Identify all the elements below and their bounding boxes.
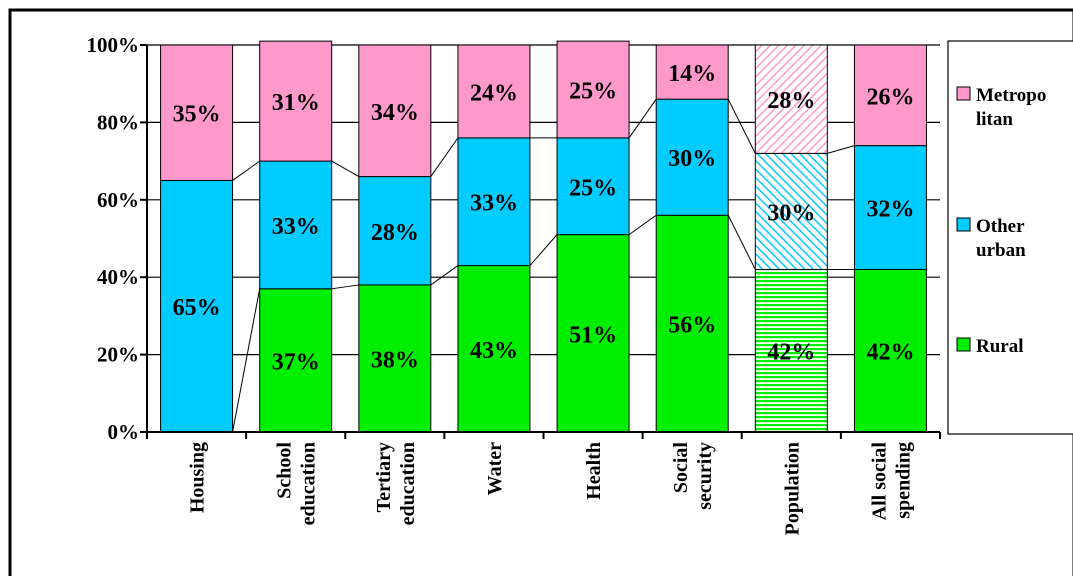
y-tick-label: 0% (108, 420, 140, 444)
connector-line (628, 214, 657, 236)
legend-swatch (956, 217, 971, 232)
connector-line (430, 265, 459, 286)
bar-segment-other-urban-6 (754, 152, 828, 270)
x-tick-label: Tertiary (373, 442, 395, 512)
data-label: 28% (371, 220, 419, 246)
data-label: 37% (272, 349, 320, 375)
data-label: 31% (272, 90, 320, 116)
bar-segment-metropo-litan-1 (259, 40, 333, 162)
data-label: 35% (173, 102, 221, 128)
bar-segment-rural-2 (358, 284, 432, 433)
x-tick-label: School (274, 442, 296, 499)
data-label: 65% (173, 295, 221, 321)
legend-label: Other (976, 216, 1025, 237)
legend-label: Metropo (976, 85, 1046, 106)
bar-segment-metropo-litan-5 (655, 44, 729, 100)
bar-segment-other-urban-3 (457, 137, 531, 267)
data-label: 33% (272, 214, 320, 240)
data-label: 51% (569, 322, 617, 348)
y-tick-label: 40% (97, 265, 139, 289)
connector-line (232, 160, 260, 181)
legend-label: urban (976, 240, 1026, 261)
bar-segment-other-urban-4 (556, 137, 630, 236)
bar-segment-rural-1 (259, 288, 333, 433)
x-tick-label: education (298, 442, 320, 525)
data-label: 30% (767, 200, 815, 226)
x-tick-label: security (694, 442, 716, 510)
data-label: 25% (569, 79, 617, 105)
connector-line (430, 137, 459, 177)
data-label: 56% (668, 313, 716, 339)
data-label: 30% (668, 146, 716, 172)
connector-line (331, 284, 359, 290)
y-tick-label: 20% (97, 343, 139, 367)
x-tick-label: spending (892, 442, 914, 519)
x-tick-label: Water (484, 442, 506, 495)
bar-segment-metropo-litan-3 (457, 44, 531, 139)
bar-segment-metropo-litan-6 (754, 44, 828, 154)
bar-segment-other-urban-7 (853, 145, 927, 270)
bar-segment-other-urban-1 (259, 160, 333, 290)
data-label: 25% (569, 175, 617, 201)
x-tick-label: Health (583, 442, 605, 500)
x-tick-label: Housing (187, 442, 209, 513)
x-tick-label: All social (868, 442, 890, 521)
legend-box (947, 40, 1073, 435)
bar-segment-rural-7 (853, 268, 927, 433)
connector-line (331, 160, 360, 178)
bar-segment-metropo-litan-7 (853, 44, 927, 147)
y-tick-label: 80% (97, 110, 139, 134)
data-label: 28% (767, 88, 815, 114)
bar-segment-other-urban-2 (358, 176, 432, 286)
data-label: 43% (470, 338, 518, 364)
bar-segment-rural-5 (655, 214, 729, 433)
data-label: 24% (470, 80, 518, 106)
y-tick-label: 100% (87, 33, 140, 57)
x-tick-label: Social (670, 442, 692, 494)
data-label: 42% (866, 340, 914, 366)
x-tick-label: Population (781, 442, 803, 535)
x-tick-label: education (397, 442, 419, 525)
bar-segment-rural-6 (754, 268, 828, 433)
bar-segment-metropo-litan-4 (556, 40, 630, 139)
data-label: 14% (668, 61, 716, 87)
legend-label: litan (976, 109, 1013, 130)
bar-segment-metropo-litan-0 (160, 44, 234, 181)
bar-segment-metropo-litan-2 (358, 44, 432, 178)
connector-line (232, 288, 261, 433)
legend-swatch (956, 337, 971, 352)
legend-swatch (956, 86, 971, 101)
bar-segment-other-urban-5 (655, 98, 729, 216)
connector-line (827, 145, 855, 154)
connector-line (727, 215, 756, 270)
data-label: 32% (866, 197, 914, 223)
data-label: 33% (470, 191, 518, 217)
data-label: 42% (767, 340, 815, 366)
legend-label: Rural (976, 336, 1024, 357)
data-label: 38% (371, 347, 419, 373)
data-label: 34% (371, 100, 419, 126)
data-label: 26% (866, 84, 914, 110)
connector-line (628, 98, 657, 139)
connector-line (727, 98, 756, 154)
y-tick-label: 60% (97, 188, 139, 212)
connector-line (529, 234, 558, 266)
bar-segment-rural-3 (457, 265, 531, 433)
